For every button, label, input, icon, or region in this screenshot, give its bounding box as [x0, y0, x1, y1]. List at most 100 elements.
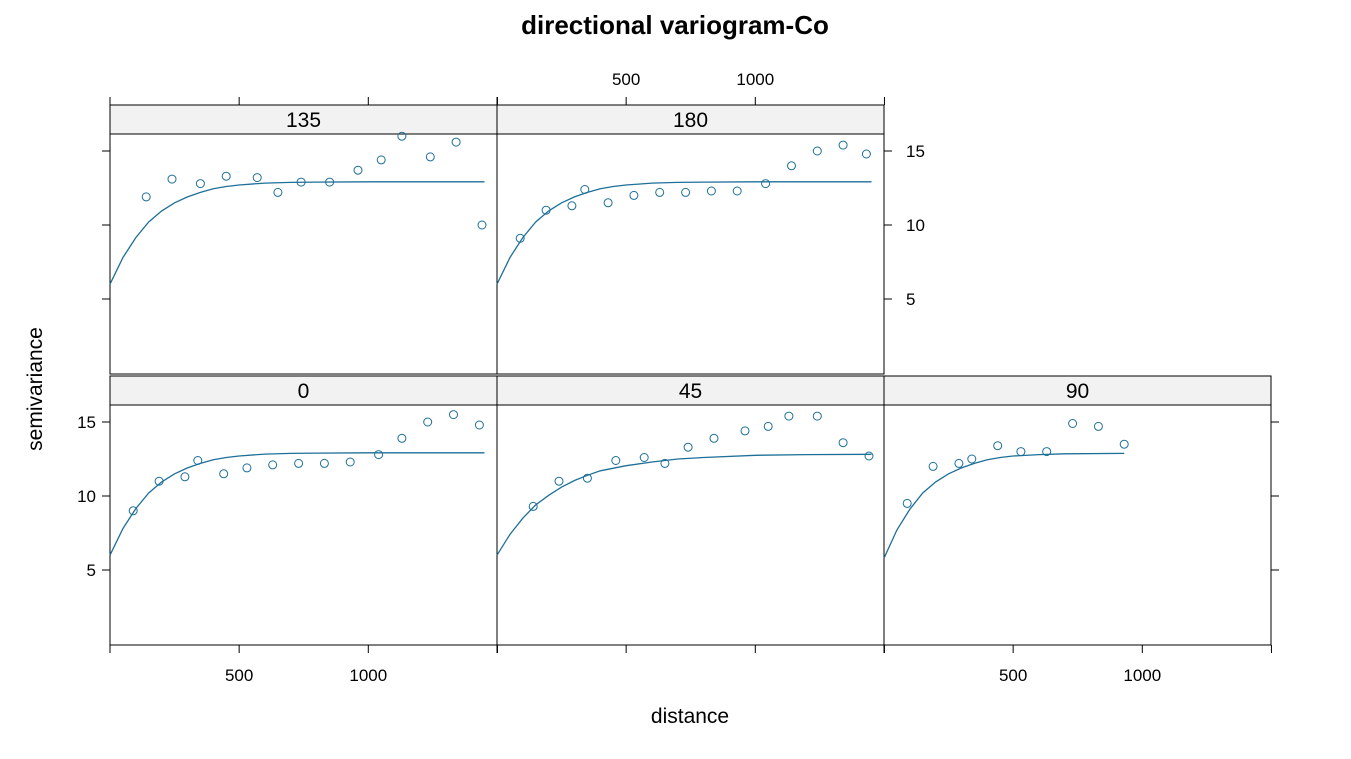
data-point-45-9 — [763, 421, 773, 431]
data-point-0-8 — [319, 458, 329, 468]
y-axis-left-0: 5 10 15 — [77, 413, 110, 580]
data-point-45-10 — [784, 411, 794, 421]
y-tick-label: 5 — [87, 561, 96, 580]
strip-135 — [109, 104, 498, 135]
data-point-135-3 — [221, 171, 231, 181]
data-point-90-8 — [1093, 421, 1103, 431]
data-point-45-4 — [639, 453, 649, 462]
data-point-180-5 — [629, 190, 639, 200]
data-point-180-0 — [515, 233, 525, 243]
x-axis-bottom-45 — [496, 645, 885, 653]
x-axis-top-135 — [109, 97, 498, 105]
data-point-180-14 — [861, 149, 871, 159]
data-point-0-6 — [268, 460, 278, 470]
panel-180: 180 — [496, 104, 885, 375]
panel-frame-0 — [109, 404, 498, 646]
y-tick-label: 10 — [906, 216, 925, 235]
y-axis-right-90 — [1271, 421, 1279, 571]
model-line-180 — [496, 181, 872, 285]
y-axis-right-180: 5 10 15 — [884, 142, 925, 309]
data-point-45-3 — [611, 456, 621, 465]
data-point-0-7 — [294, 458, 304, 468]
panel-135: 135 — [109, 104, 498, 375]
strip-label-0: 0 — [298, 380, 310, 403]
data-point-0-11 — [397, 433, 407, 443]
data-point-90-3 — [967, 454, 977, 464]
data-point-135-10 — [397, 131, 407, 141]
y-tick-label: 15 — [77, 413, 96, 432]
data-point-135-12 — [451, 137, 461, 147]
x-tick-label: 500 — [225, 666, 253, 685]
x-axis-bottom-90: 500 1000 — [883, 645, 1272, 685]
model-line-135 — [109, 181, 485, 285]
data-point-180-8 — [706, 186, 716, 196]
data-point-90-0 — [902, 498, 912, 508]
data-point-0-0 — [128, 506, 138, 516]
data-point-90-4 — [993, 441, 1003, 451]
data-point-180-11 — [787, 161, 796, 171]
data-point-45-13 — [864, 451, 874, 461]
data-point-0-5 — [242, 463, 252, 473]
data-point-135-2 — [195, 179, 205, 189]
y-axis-left-135 — [102, 150, 110, 300]
model-line-0 — [109, 452, 485, 556]
data-point-180-2 — [567, 201, 577, 211]
panel-frame-180 — [496, 133, 885, 375]
x-axis-bottom-0: 500 1000 — [109, 645, 498, 685]
panel-frame-45 — [496, 404, 885, 646]
x-tick-label: 500 — [612, 70, 640, 89]
data-point-45-7 — [709, 433, 719, 443]
x-tick-label: 1000 — [349, 666, 387, 685]
data-point-180-1 — [541, 205, 551, 215]
data-point-0-13 — [449, 410, 458, 420]
data-point-135-7 — [325, 177, 335, 187]
data-point-90-2 — [954, 458, 964, 468]
strip-0 — [109, 375, 498, 406]
data-point-135-1 — [167, 174, 177, 184]
panel-45: 45 — [496, 375, 885, 646]
data-point-45-2 — [582, 473, 592, 483]
data-point-45-12 — [838, 438, 848, 448]
strip-label-45: 45 — [679, 380, 702, 403]
data-point-135-8 — [353, 165, 363, 175]
data-point-180-4 — [603, 198, 613, 208]
data-point-180-6 — [655, 187, 665, 197]
data-point-135-6 — [296, 177, 306, 187]
x-axis-top-180: 500 1000 — [496, 70, 885, 105]
strip-label-90: 90 — [1066, 380, 1089, 403]
data-point-90-1 — [928, 461, 938, 471]
model-line-45 — [496, 453, 872, 556]
data-point-45-0 — [528, 501, 538, 511]
data-point-0-9 — [345, 457, 355, 467]
x-axis-label: distance — [651, 705, 729, 728]
data-point-135-4 — [252, 173, 262, 183]
panels-layer: 135 180 0 45 90 500 1000 500 1000 500 1000 5 10 15 5 10… — [77, 70, 1279, 685]
data-point-0-1 — [154, 476, 164, 486]
x-tick-label: 1000 — [736, 70, 774, 89]
data-point-0-12 — [423, 417, 433, 427]
x-tick-label: 500 — [999, 666, 1027, 685]
data-point-45-1 — [554, 476, 564, 486]
data-point-180-13 — [838, 140, 848, 150]
x-tick-label: 1000 — [1123, 666, 1161, 685]
data-point-0-4 — [219, 469, 229, 479]
data-point-90-6 — [1042, 447, 1052, 457]
data-point-180-9 — [732, 186, 742, 196]
data-point-180-12 — [812, 146, 822, 156]
chart-title: directional variogram-Co — [521, 10, 829, 40]
data-point-180-10 — [761, 179, 771, 189]
y-tick-label: 15 — [906, 142, 925, 161]
data-point-135-11 — [425, 152, 435, 162]
y-tick-label: 5 — [906, 290, 915, 309]
data-point-0-10 — [374, 450, 384, 460]
y-axis-label: semivariance — [24, 327, 47, 451]
data-point-0-2 — [180, 472, 190, 482]
data-point-45-5 — [660, 458, 670, 468]
data-point-135-13 — [477, 220, 487, 230]
data-point-180-7 — [681, 187, 691, 197]
strip-45 — [496, 375, 885, 406]
panel-0: 0 — [109, 375, 498, 646]
data-point-45-11 — [812, 411, 822, 421]
data-point-90-7 — [1068, 419, 1078, 428]
